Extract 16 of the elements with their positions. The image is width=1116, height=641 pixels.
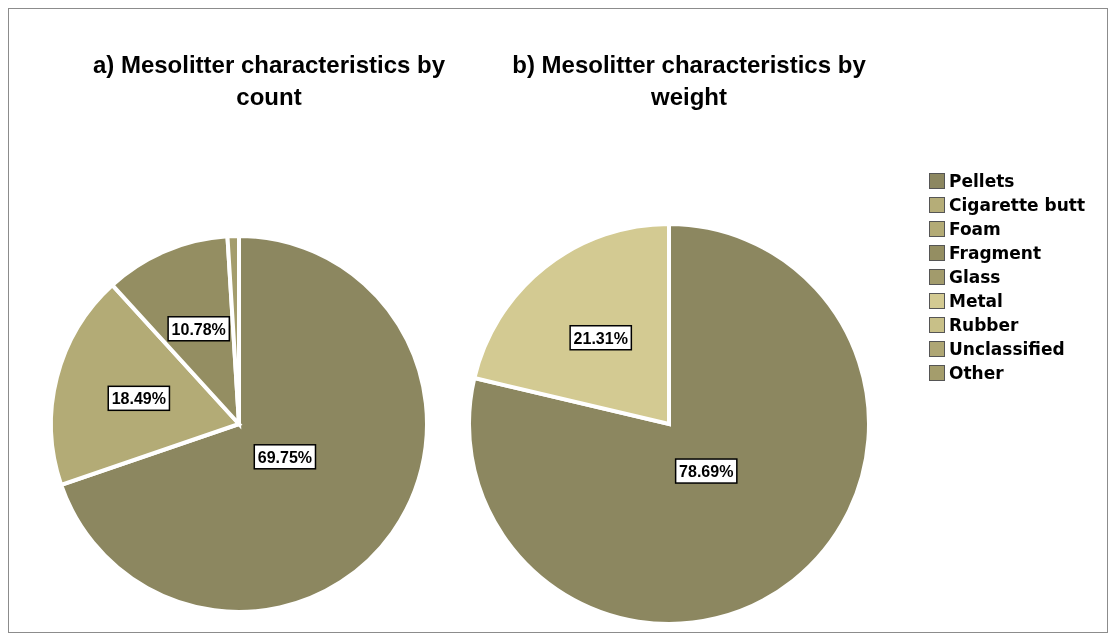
legend-label: Metal <box>949 291 1003 311</box>
chart-title: a) Mesolitter characteristics by count <box>91 50 447 112</box>
legend-label: Pellets <box>949 171 1015 191</box>
legend-label: Rubber <box>949 315 1019 335</box>
data-label: 78.69% <box>679 463 734 481</box>
data-label: 69.75% <box>257 448 313 466</box>
chart-title: b) Mesolitter characteristics by weight <box>511 50 867 112</box>
data-label: 21.31% <box>573 329 628 347</box>
data-label: 18.49% <box>111 390 166 408</box>
legend-label: Unclassified <box>949 339 1065 359</box>
legend-label: Foam <box>949 219 1001 239</box>
legend-label: Glass <box>949 267 1001 287</box>
legend-label: Cigarette butt <box>949 195 1086 215</box>
legend-label: Fragment <box>949 243 1042 263</box>
data-label: 10.78% <box>171 320 226 338</box>
legend-label: Other <box>949 363 1004 383</box>
